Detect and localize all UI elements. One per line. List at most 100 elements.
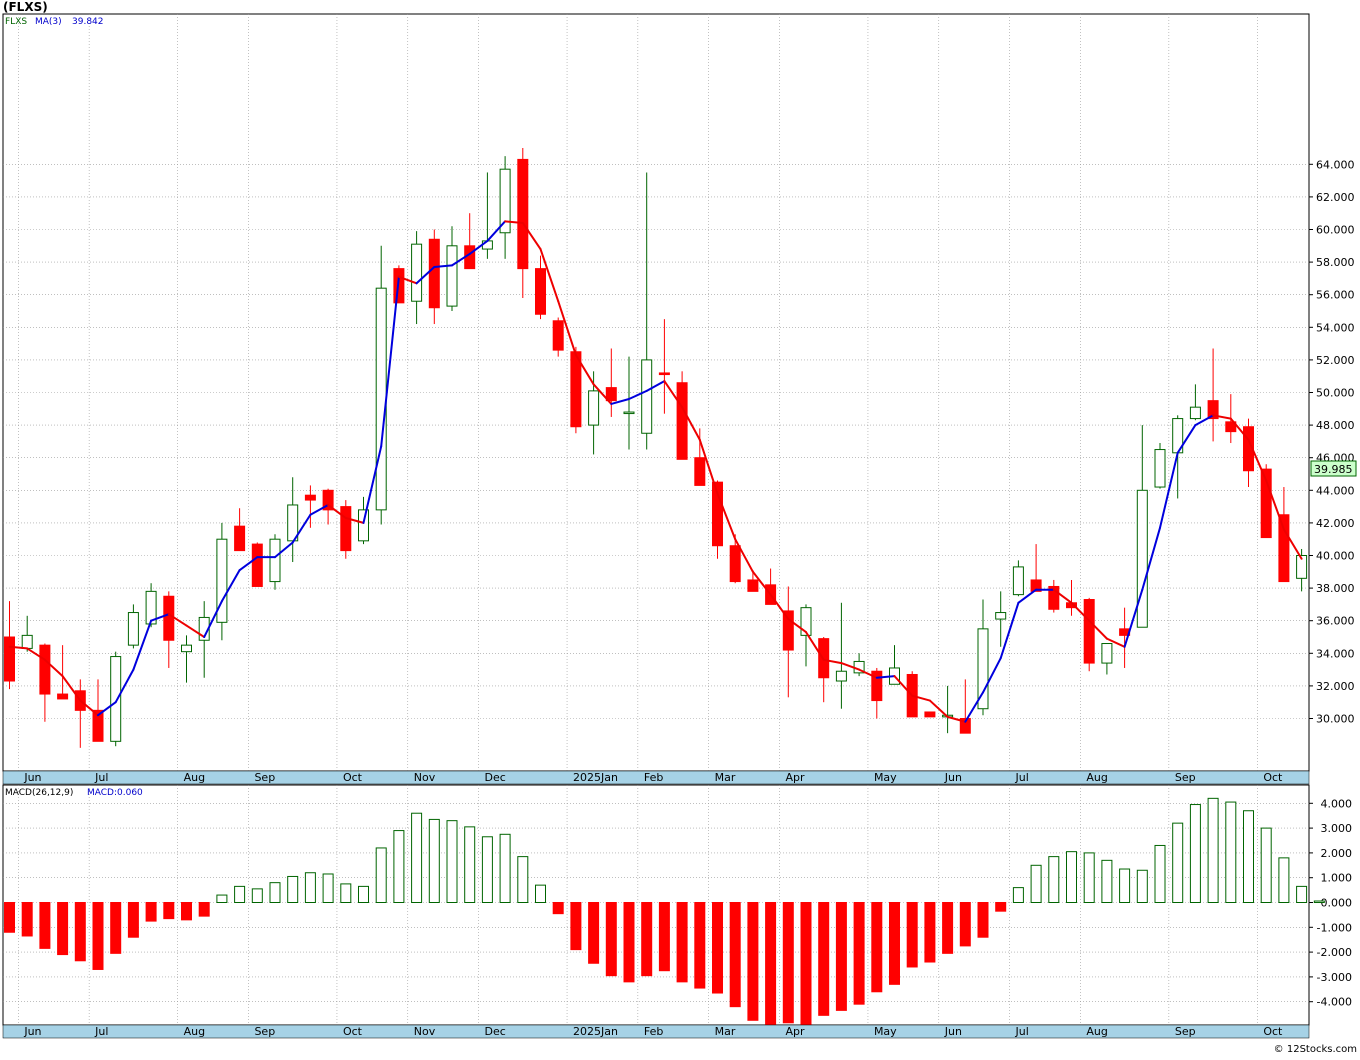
ma-segment [964,691,984,723]
candle-body-up [21,634,33,649]
ma-segment [380,275,400,448]
macd-bar-positive [517,856,529,903]
candle-body-down [517,158,529,270]
macd-bar-positive [1083,852,1095,904]
macd-bar-negative [995,902,1007,912]
candle-body-up [995,612,1007,620]
macd-bar-negative [942,902,954,954]
candle-body-up [1101,643,1113,664]
month-label: Oct [1263,771,1283,784]
candle-body-down [694,457,706,486]
candle-body-down [1243,426,1254,472]
ma-segment [114,668,135,704]
price-tick-label: 56.000 [1316,289,1355,302]
month-label: Jul [94,1025,108,1038]
ma-segment [1052,588,1073,604]
macd-bar-negative [694,902,706,989]
ma-segment [982,657,1002,694]
macd-bar-negative [853,902,865,1005]
macd-bar-positive [1066,851,1077,903]
candle-body-down [57,693,69,700]
macd-bar-positive [446,820,458,903]
price-tick-label: 30.000 [1316,713,1355,726]
macd-bar-positive [1172,822,1184,904]
macd-tick-label: 3.000 [1321,822,1353,835]
month-label: Jun [23,1025,41,1038]
price-tick-label: 48.000 [1316,419,1355,432]
ma-segment [1088,619,1108,640]
price-tick-label: 36.000 [1316,615,1355,628]
price-tick-label: 38.000 [1316,582,1355,595]
candle-body-down [871,670,883,702]
ma-segment [751,570,772,596]
macd-bars-layer [4,797,1325,1026]
macd-grid [3,785,1309,1025]
ma-segment [822,658,843,665]
macd-bar-negative [676,902,688,983]
candle-body-up [110,656,122,742]
candle-body-up [977,628,989,710]
ma-segment [167,613,188,627]
macd-bar-negative [74,902,86,962]
ma-segment [769,593,790,621]
ma-segment [238,556,259,572]
macd-bar-negative [818,902,830,1016]
ma-segment [8,645,29,650]
ma-segment [486,220,507,242]
candle-body-down [304,494,316,501]
month-label: Sep [254,1025,275,1038]
macd-bar-positive [481,836,493,904]
month-label: Feb [644,1025,663,1038]
ma-segment [327,503,347,520]
price-tick-label: 52.000 [1316,354,1355,367]
macd-bar-negative [765,902,777,1026]
ma-segment [875,675,896,679]
candle-body-up [1136,489,1148,628]
macd-bar-negative [181,902,192,921]
month-label: Mar [715,771,736,784]
macd-bar-negative [959,902,971,947]
macd-bar-negative [924,902,936,963]
ma-segment [911,694,931,702]
candle-body-down [570,351,582,428]
macd-bar-negative [712,902,723,994]
month-label: Oct [1263,1025,1283,1038]
macd-bar-negative [871,902,883,993]
ma-segment [468,239,489,255]
macd-tick-label: -3.000 [1317,971,1352,984]
ma-segment [344,517,365,524]
macd-bar-positive [375,847,387,904]
ma-segment [1070,601,1091,622]
macd-bar-negative [747,902,759,1021]
macd-bar-negative [800,902,812,1026]
macd-bar-positive [428,818,440,903]
ma-segment [592,383,613,405]
macd-bar-positive [340,883,352,904]
candle-body-down [340,506,352,552]
macd-bar-negative [835,902,847,1011]
ma-segment [203,600,223,638]
macd-tick-label: -1.000 [1317,921,1352,934]
month-label: Dec [485,771,506,784]
ma-segment [79,699,99,717]
candle-body-up [127,612,139,646]
ma-segment [415,265,436,285]
macd-value: MACD:0.060 [87,788,143,798]
macd-bar-positive [1154,844,1166,904]
macd-bar-positive [1119,868,1131,904]
ma-segment [150,613,170,622]
month-label: Oct [343,1025,363,1038]
candle-body-down [712,481,723,547]
candle-body-down [1278,514,1290,583]
macd-bar-positive [1189,804,1201,903]
price-month-labels: Jun Jul Aug Sep Oct Nov Dec 2025Jan Feb Mar Apr May… [23,771,1283,784]
macd-bar-negative [623,902,635,983]
price-tick-label: 64.000 [1316,158,1355,171]
ma-segment [504,220,524,224]
macd-bar-negative [198,902,210,917]
watermark: © 12Stocks.com [1274,1044,1357,1055]
candle-body-down [959,718,971,734]
ma-segment [309,503,330,516]
month-label: 2025Jan [573,1025,618,1038]
